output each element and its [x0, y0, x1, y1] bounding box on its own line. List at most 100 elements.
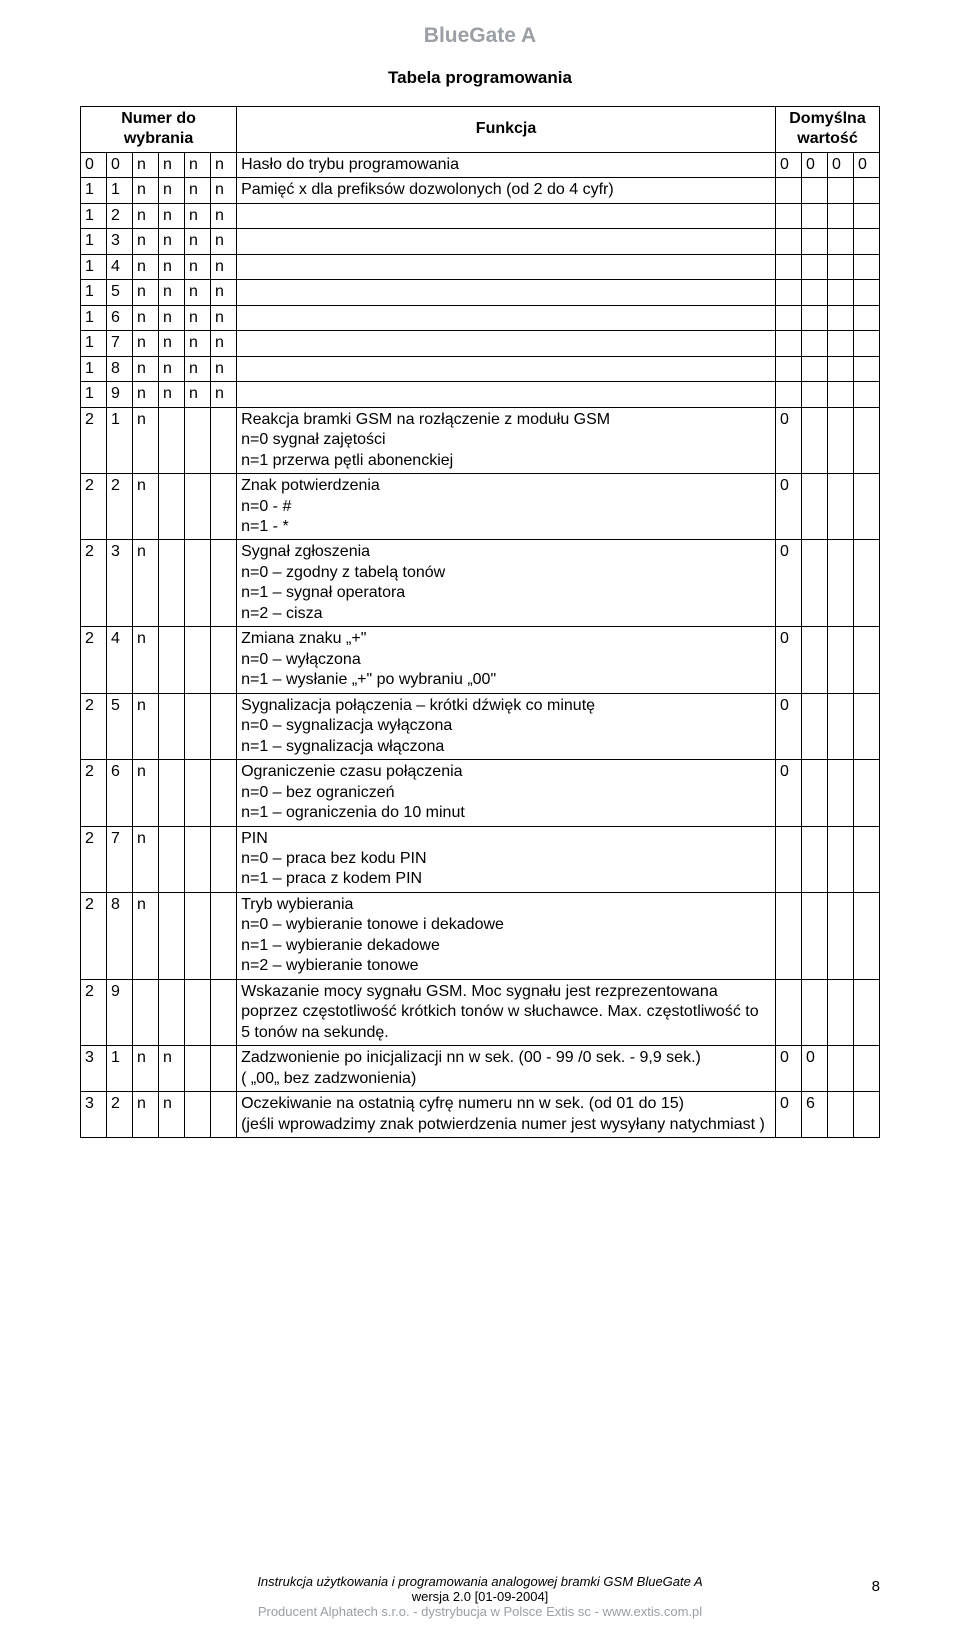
default-cell [775, 979, 801, 1045]
code-cell: 0 [107, 152, 133, 177]
code-cell: 1 [81, 178, 107, 203]
code-cell: n [159, 305, 185, 330]
code-cell [211, 693, 237, 759]
default-cell [827, 331, 853, 356]
default-cell [827, 382, 853, 407]
code-cell [211, 1092, 237, 1138]
code-cell [185, 693, 211, 759]
default-cell [775, 892, 801, 979]
code-cell [211, 627, 237, 693]
default-cell [853, 1046, 879, 1092]
code-cell: n [211, 356, 237, 381]
code-cell: 7 [107, 331, 133, 356]
code-cell [185, 540, 211, 627]
default-cell [827, 407, 853, 473]
function-cell: Zmiana znaku „+" n=0 – wyłączona n=1 – w… [237, 627, 776, 693]
function-cell: Oczekiwanie na ostatnią cyfrę numeru nn … [237, 1092, 776, 1138]
code-cell: 9 [107, 979, 133, 1045]
default-cell [827, 693, 853, 759]
code-cell: 1 [107, 1046, 133, 1092]
code-cell: 3 [107, 229, 133, 254]
header-function: Funkcja [237, 107, 776, 153]
footer-product: BlueGate A [637, 1574, 703, 1589]
default-cell [853, 356, 879, 381]
code-cell: n [133, 229, 159, 254]
default-cell [827, 305, 853, 330]
default-cell [801, 826, 827, 892]
code-cell: 1 [107, 407, 133, 473]
default-cell [801, 693, 827, 759]
default-cell [853, 627, 879, 693]
default-cell: 0 [827, 152, 853, 177]
code-cell: n [159, 280, 185, 305]
default-cell: 0 [775, 152, 801, 177]
code-cell: 8 [107, 356, 133, 381]
default-cell [853, 892, 879, 979]
code-cell: n [159, 203, 185, 228]
function-cell: Sygnalizacja połączenia – krótki dźwięk … [237, 693, 776, 759]
default-cell [853, 693, 879, 759]
default-cell [801, 280, 827, 305]
code-cell: n [159, 382, 185, 407]
table-row: 21nReakcja bramki GSM na rozłączenie z m… [81, 407, 880, 473]
code-cell: 1 [81, 203, 107, 228]
default-cell [801, 331, 827, 356]
default-cell: 0 [775, 407, 801, 473]
code-cell: n [133, 152, 159, 177]
function-cell: Reakcja bramki GSM na rozłączenie z modu… [237, 407, 776, 473]
default-cell [827, 254, 853, 279]
table-row: 17nnnn [81, 331, 880, 356]
code-cell [159, 407, 185, 473]
code-cell: n [211, 254, 237, 279]
section-title: Tabela programowania [80, 68, 880, 88]
table-row: 12nnnn [81, 203, 880, 228]
code-cell: 5 [107, 693, 133, 759]
code-cell: 6 [107, 760, 133, 826]
table-row: 11nnnnPamięć x dla prefiksów dozwolonych… [81, 178, 880, 203]
code-cell: n [133, 693, 159, 759]
document-title: BlueGate A [80, 24, 880, 48]
code-cell [159, 760, 185, 826]
footer-line-1: Instrukcja użytkowania i programowania a… [80, 1574, 880, 1589]
table-row: 29Wskazanie mocy sygnału GSM. Moc sygnał… [81, 979, 880, 1045]
default-cell [801, 254, 827, 279]
page: BlueGate A Tabela programowania Numer do… [0, 0, 960, 1637]
default-cell [775, 280, 801, 305]
function-cell: Tryb wybierania n=0 – wybieranie tonowe … [237, 892, 776, 979]
code-cell: n [133, 892, 159, 979]
function-cell [237, 331, 776, 356]
default-cell: 6 [801, 1092, 827, 1138]
function-cell [237, 280, 776, 305]
code-cell: 4 [107, 254, 133, 279]
code-cell [159, 540, 185, 627]
table-row: 26nOgraniczenie czasu połączenia n=0 – b… [81, 760, 880, 826]
default-cell [853, 305, 879, 330]
function-cell: PIN n=0 – praca bez kodu PIN n=1 – praca… [237, 826, 776, 892]
code-cell: 1 [81, 382, 107, 407]
code-cell: 6 [107, 305, 133, 330]
default-cell [827, 760, 853, 826]
code-cell [185, 892, 211, 979]
code-cell: n [159, 356, 185, 381]
default-cell [801, 979, 827, 1045]
code-cell: n [133, 356, 159, 381]
footer-line-2: wersja 2.0 [01-09-2004] [80, 1589, 880, 1604]
code-cell [211, 826, 237, 892]
code-cell: n [211, 203, 237, 228]
default-cell [853, 474, 879, 540]
code-cell [185, 474, 211, 540]
code-cell [185, 1046, 211, 1092]
page-footer: 8 Instrukcja użytkowania i programowania… [80, 1574, 880, 1619]
default-cell [801, 760, 827, 826]
code-cell: 3 [81, 1046, 107, 1092]
code-cell [159, 627, 185, 693]
footer-text: Instrukcja użytkowania i programowania a… [257, 1574, 636, 1589]
code-cell: 2 [107, 474, 133, 540]
default-cell [853, 407, 879, 473]
default-cell [827, 178, 853, 203]
table-row: 25nSygnalizacja połączenia – krótki dźwi… [81, 693, 880, 759]
default-cell: 0 [801, 152, 827, 177]
default-cell [827, 356, 853, 381]
code-cell: 0 [81, 152, 107, 177]
default-cell [775, 356, 801, 381]
